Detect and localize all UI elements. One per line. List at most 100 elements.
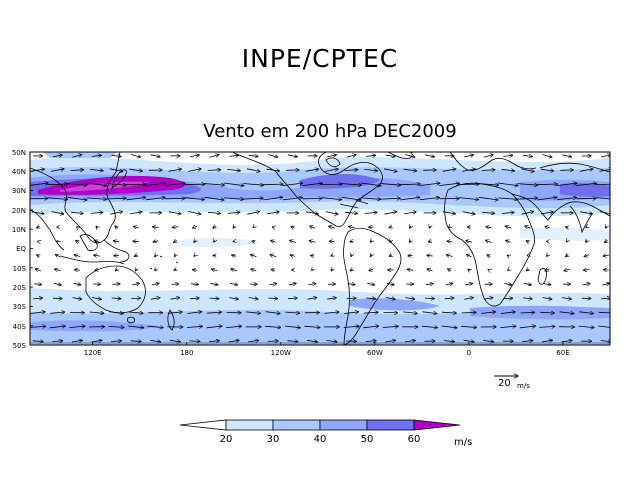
wind-arrow <box>192 226 198 228</box>
wind-arrow <box>346 298 356 299</box>
wind-arrow <box>507 255 509 256</box>
wind-arrow <box>150 340 161 342</box>
wind-arrow <box>90 169 103 170</box>
wind-arrow <box>442 312 456 313</box>
wind-arrow <box>561 341 573 342</box>
wind-arrow <box>526 241 529 242</box>
wind-arrow <box>595 183 610 185</box>
wind-arrow <box>462 169 475 172</box>
wind-arrow <box>519 326 536 328</box>
wind-arrow <box>331 269 332 271</box>
wind-arrow <box>522 298 532 299</box>
legend-box <box>319 419 368 431</box>
lat-label: 30S <box>13 303 27 311</box>
wind-arrow <box>521 212 534 215</box>
wind-arrow <box>287 155 298 157</box>
wind-arrow <box>147 326 164 327</box>
wind-arrow <box>74 270 80 271</box>
wind-arrow <box>461 312 476 313</box>
wind-arrow <box>439 183 459 186</box>
wind-arrow <box>539 326 555 327</box>
wind-arrow <box>343 326 360 327</box>
wind-arrow <box>37 255 40 257</box>
wind-arrow <box>345 212 357 213</box>
wind-arrow <box>601 298 610 299</box>
wind-arrow <box>543 284 551 285</box>
reference-vector: 20 m/s <box>494 376 530 390</box>
wind-arrow <box>403 169 417 171</box>
wind-arrow <box>304 326 320 327</box>
wind-arrow <box>186 326 203 327</box>
wind-arrow <box>385 340 396 342</box>
wind-arrow <box>389 226 392 227</box>
wind-arrow <box>50 169 64 172</box>
wind-arrow <box>243 184 263 186</box>
wind-arrow <box>184 198 205 200</box>
wind-arrow <box>269 284 276 285</box>
wind-arrow <box>153 241 159 242</box>
wind-arrow <box>169 340 181 342</box>
wind-arrow <box>291 226 294 228</box>
wind-arrow <box>213 226 216 228</box>
wind-arrow <box>517 198 538 199</box>
wind-arrow <box>209 155 220 158</box>
wind-arrow <box>106 184 126 186</box>
wind-arrow <box>94 240 100 242</box>
wind-arrow <box>390 240 391 242</box>
wind-arrow <box>482 212 494 213</box>
reference-vector-value: 20 <box>498 378 511 389</box>
wind-arrow <box>112 284 120 285</box>
wind-arrow <box>497 182 518 186</box>
wind-arrow <box>329 226 336 228</box>
wind-arrow <box>73 283 81 285</box>
wind-arrow <box>505 226 512 228</box>
wind-arrow <box>586 240 588 242</box>
wind-arrow <box>427 255 433 256</box>
wind-arrow <box>485 240 492 242</box>
wind-arrow <box>312 269 313 270</box>
wind-arrow <box>365 341 377 342</box>
wind-arrow <box>321 198 342 200</box>
wind-arrow <box>380 198 401 199</box>
wind-arrow <box>134 255 138 257</box>
wind-arrow <box>364 212 377 213</box>
wind-arrow <box>602 283 609 285</box>
wind-arrow <box>248 155 259 156</box>
wind-arrow <box>305 212 318 214</box>
lon-label: 0 <box>467 349 471 357</box>
wind-arrow <box>111 298 121 299</box>
wind-arrow <box>310 226 315 228</box>
wind-arrow <box>231 269 238 271</box>
wind-arrow <box>325 211 338 215</box>
wind-arrow <box>115 269 117 271</box>
wind-arrow <box>446 255 453 257</box>
wind-arrow <box>109 312 123 314</box>
wind-arrow <box>307 298 317 300</box>
wind-arrow <box>70 170 84 171</box>
wind-arrow <box>486 227 492 228</box>
wind-arrow <box>305 169 319 172</box>
wind-arrow <box>92 298 101 300</box>
wind-arrow <box>409 226 410 228</box>
lon-label: 180 <box>180 349 193 357</box>
wind-arrow <box>72 298 82 300</box>
legend-level: 60 <box>408 434 421 445</box>
wind-arrow <box>419 183 440 186</box>
wind-arrow <box>76 240 79 242</box>
lat-label: 50N <box>12 149 26 157</box>
wind-arrow <box>522 341 533 342</box>
lat-label: EQ <box>16 245 26 253</box>
wind-arrow <box>95 270 99 271</box>
wind-arrow <box>93 284 100 285</box>
wind-arrow <box>386 283 394 284</box>
wind-arrow <box>351 255 352 257</box>
legend-unit: m/s <box>454 437 472 448</box>
wind-arrow <box>155 255 157 257</box>
wind-arrow <box>106 198 127 199</box>
wind-arrow <box>188 211 201 215</box>
wind-arrow <box>51 211 63 215</box>
wind-arrow <box>545 226 550 228</box>
wind-arrow <box>466 255 472 257</box>
wind-arrow <box>464 298 473 300</box>
wind-arrow <box>70 212 83 213</box>
